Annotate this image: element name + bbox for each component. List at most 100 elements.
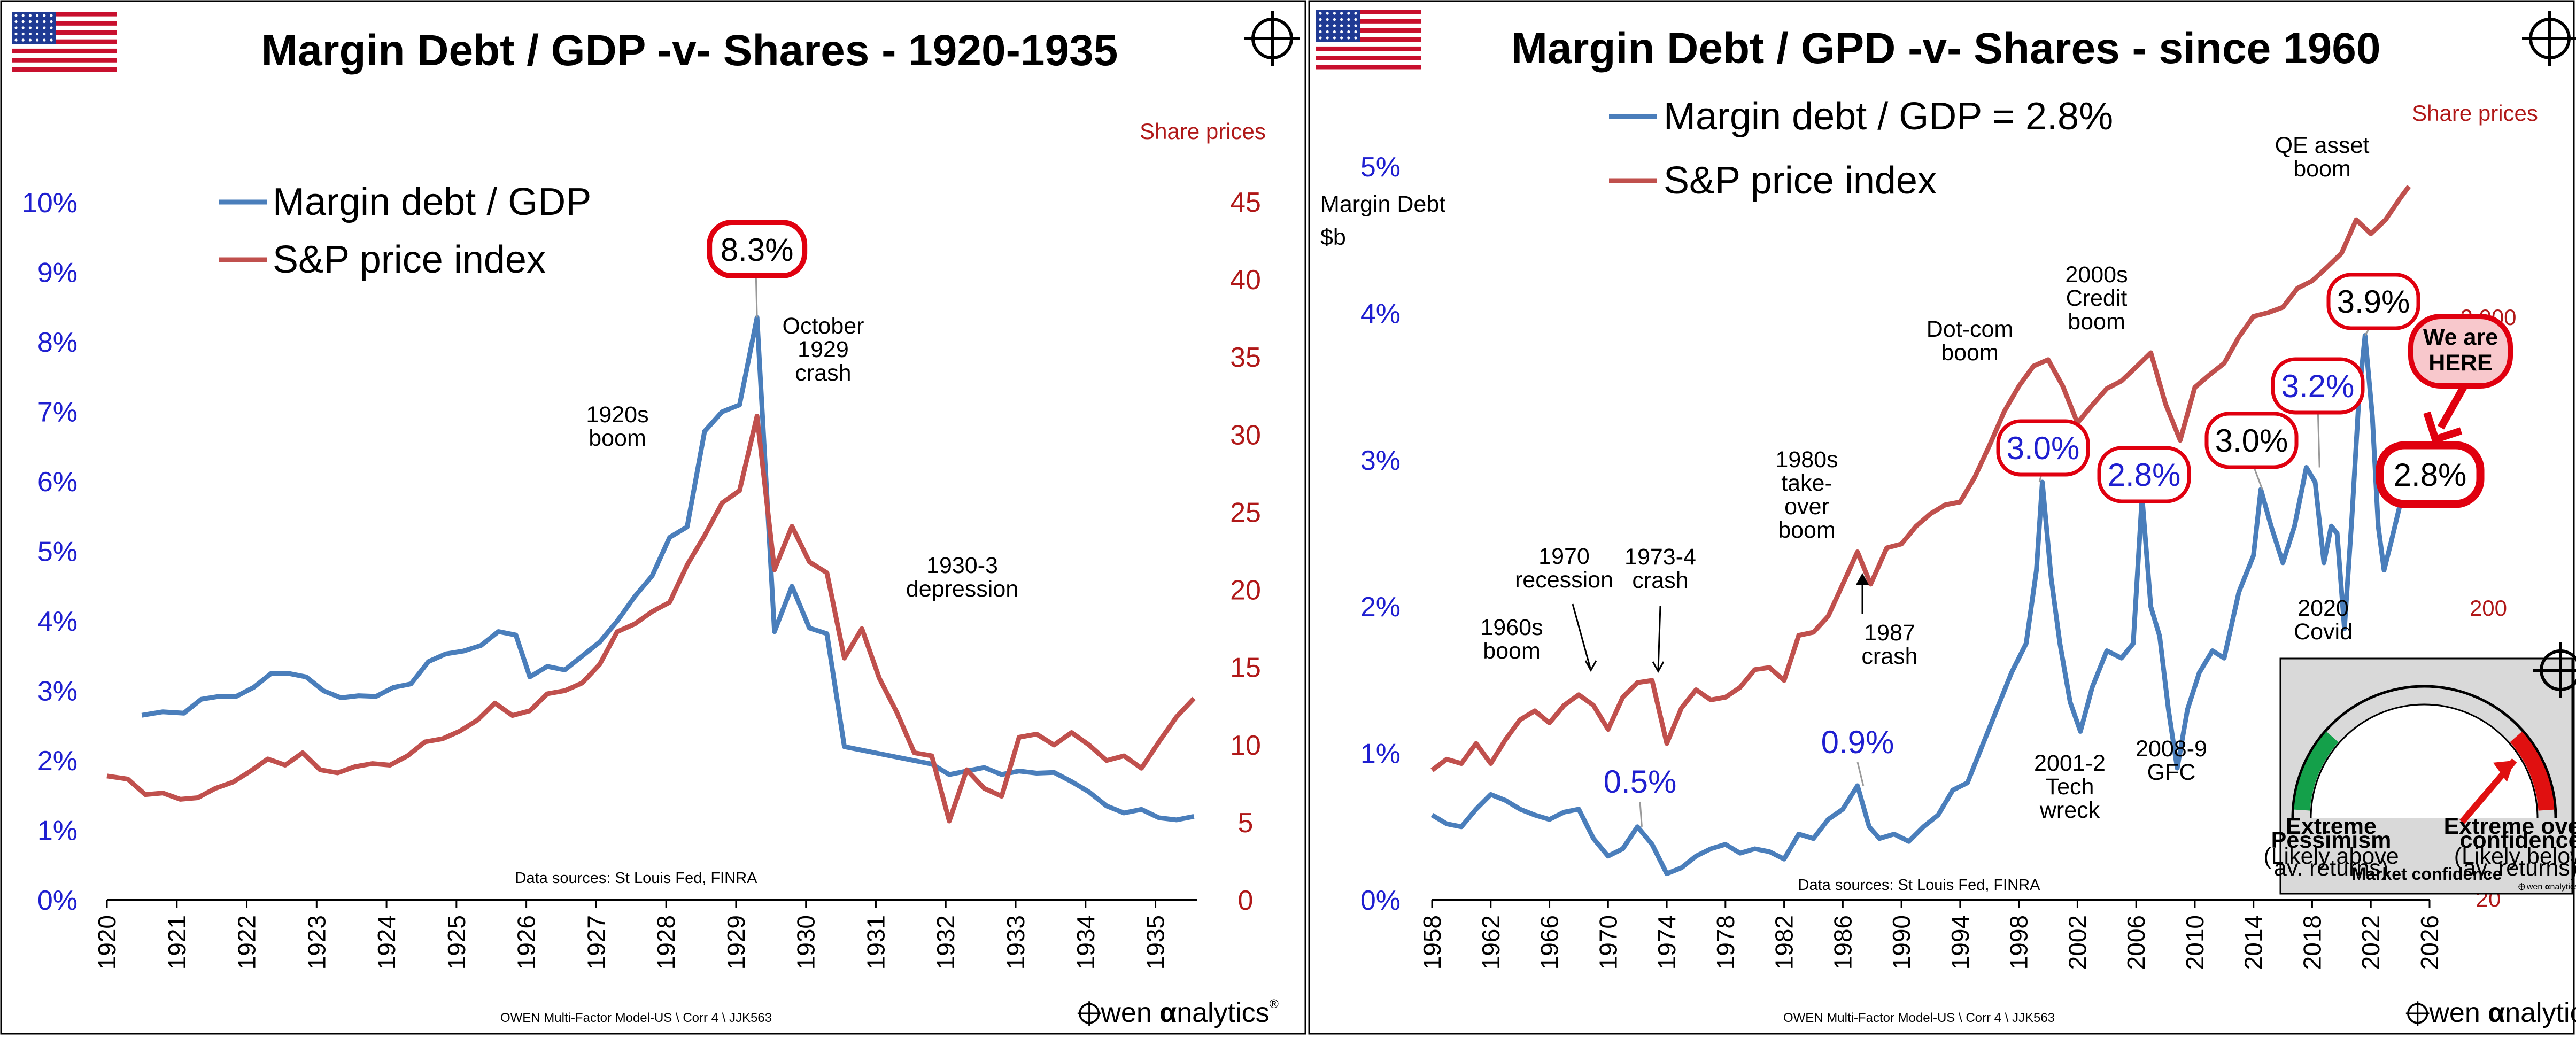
flag-stripe	[1316, 60, 1421, 65]
right-annotation: over	[1784, 494, 1829, 520]
left-annotation-crash: 1929	[798, 337, 849, 362]
we-are-here-text: HERE	[2428, 350, 2492, 376]
left-x-tick-label: 1933	[1002, 915, 1030, 970]
brand-analytics: nalytics	[2550, 882, 2576, 892]
right-annotation: take-	[1781, 470, 1832, 496]
left-x-tick-label: 1928	[652, 915, 680, 970]
left-y-tick-label: 7%	[37, 397, 78, 428]
flag-star	[43, 14, 45, 17]
right-annotation: boom	[2293, 156, 2351, 182]
right-callout-value: 2.8%	[2108, 457, 2181, 493]
left-y-tick-label: 1%	[37, 816, 78, 847]
left-chart-title: Margin Debt / GDP -v- Shares - 1920-1935	[261, 26, 1118, 75]
right-x-tick-label: 1962	[1477, 915, 1505, 970]
flag-stripe	[12, 49, 117, 53]
right-x-tick-label: 2006	[2122, 915, 2150, 970]
flag-star	[1333, 36, 1336, 39]
flag-star	[22, 26, 25, 29]
we-are-here-arrow	[2441, 386, 2464, 428]
flag-star	[50, 33, 52, 35]
left-legend-label: Margin debt / GDP	[273, 181, 591, 223]
flag-star	[1326, 24, 1329, 27]
right-callout-value: 0.9%	[1821, 724, 1894, 760]
flag-canton	[12, 12, 56, 44]
flag-star	[1347, 12, 1350, 14]
right-callout-value: 3.9%	[2337, 284, 2410, 320]
brand-text: wen αnalytics®	[2428, 997, 2576, 1028]
right-x-tick-label: 2002	[2063, 915, 2091, 970]
right-annotation: Credit	[2066, 285, 2128, 311]
flag-star	[43, 33, 45, 35]
right-chart-title: Margin Debt / GPD -v- Shares - since 196…	[1511, 24, 2381, 73]
flag-star	[14, 20, 17, 23]
left-flag	[12, 12, 117, 72]
right-annotation: 1970	[1538, 544, 1590, 569]
flag-stripe	[1316, 47, 1421, 51]
flag-star	[50, 20, 52, 23]
brand-text: wen αnalytics®	[2526, 881, 2576, 892]
left-x-tick-label: 1924	[373, 915, 400, 970]
right-source: Data sources: St Louis Fed, FINRA	[1798, 877, 2041, 894]
we-are-here-text: We are	[2423, 324, 2498, 350]
flag-star	[43, 26, 45, 29]
left-series-line-0	[142, 317, 1194, 820]
right-y-tick-label: 4%	[1360, 298, 1401, 329]
arrow-1970	[1573, 604, 1590, 668]
flag-star	[1340, 12, 1343, 14]
left-y2-tick-label: 35	[1230, 342, 1261, 373]
right-x-tick-label: 1974	[1653, 915, 1681, 970]
flag-stripe	[1316, 65, 1421, 69]
left-y-tick-label: 5%	[37, 537, 78, 568]
flag-star	[1347, 18, 1350, 21]
right-callout-value: 3.0%	[2215, 423, 2288, 459]
right-legend-label: S&P price index	[1664, 159, 1937, 202]
flag-star	[1333, 18, 1336, 21]
right-annotation: crash	[1632, 568, 1688, 593]
flag-star	[1333, 24, 1336, 27]
right-chart: Margin Debt / GPD -v- Shares - since 196…	[1320, 24, 2576, 1028]
right-x-tick-label: 1986	[1829, 915, 1856, 970]
flag-star	[43, 38, 45, 41]
left-source: Data sources: St Louis Fed, FINRA	[515, 870, 758, 887]
left-x-tick-label: 1934	[1072, 915, 1100, 970]
flag-star	[36, 33, 38, 35]
flag-stripe	[12, 63, 117, 67]
right-brand: wen αnalytics®	[2406, 997, 2576, 1028]
right-y-tick-label: 5%	[1360, 152, 1401, 183]
right-annotation: boom	[1941, 340, 1999, 366]
flag-star	[14, 14, 17, 17]
flag-star	[50, 14, 52, 17]
left-y2-tick-label: 5	[1238, 808, 1254, 839]
flag-star	[14, 38, 17, 41]
right-y-tick-label: 2%	[1360, 592, 1401, 623]
right-annotation: Covid	[2294, 619, 2353, 645]
right-y-title: Margin Debt	[1320, 191, 1445, 217]
right-x-tick-label: 2010	[2181, 915, 2209, 970]
right-annotation: boom	[1778, 517, 1836, 543]
left-annotation-depression: 1930-3	[926, 553, 998, 578]
flag-star	[22, 14, 25, 17]
left-y-tick-label: 8%	[37, 327, 78, 358]
flag-star	[1319, 12, 1321, 14]
right-y-title: $b	[1320, 224, 1346, 250]
left-y-tick-label: 0%	[37, 885, 78, 916]
right-x-tick-label: 2026	[2416, 915, 2443, 970]
flag-star	[1326, 30, 1329, 33]
right-y-tick-label: 0%	[1360, 885, 1401, 916]
right-crosshair	[2522, 11, 2576, 66]
left-y2-tick-label: 15	[1230, 653, 1261, 684]
right-callout-leader	[1640, 802, 1642, 827]
right-annotation: 1980s	[1775, 447, 1838, 472]
right-legend-label: Margin debt / GDP = 2.8%	[1664, 95, 2113, 138]
flag-star	[1340, 24, 1343, 27]
left-legend-label: S&P price index	[273, 238, 546, 281]
flag-star	[1333, 30, 1336, 33]
left-y2-tick-label: 45	[1230, 187, 1261, 218]
brand-reg: ®	[1270, 997, 1279, 1011]
brand-text: wen αnalytics®	[1100, 997, 1278, 1028]
left-y2-title: Share prices	[1140, 119, 1266, 144]
right-annotation: 2008-9	[2136, 736, 2207, 762]
flag-star	[1347, 36, 1350, 39]
flag-stripe	[1316, 56, 1421, 60]
